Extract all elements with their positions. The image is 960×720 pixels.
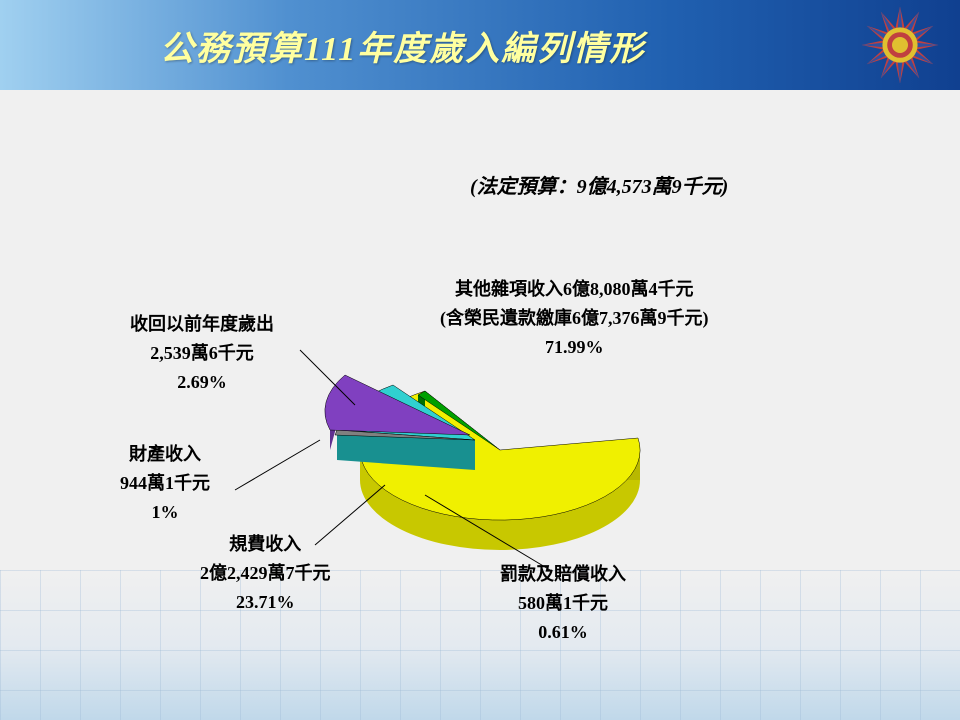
content-area: (法定預算：9億4,573萬9千元) [0,90,960,720]
header-bar: 公務預算111年度歲入編列情形 [0,0,960,90]
slice-label-3: 財產收入944萬1千元1% [120,440,210,526]
leader-lines [0,90,960,720]
emblem-logo [860,5,940,85]
slice-label-2: 規費收入2億2,429萬7千元23.71% [200,530,331,616]
slice-label-0: 其他雜項收入6億8,080萬4千元(含榮民遺款繳庫6億7,376萬9千元)71.… [440,275,709,361]
slice-label-1: 罰款及賠償收入580萬1千元0.61% [500,560,626,646]
slice-label-4: 收回以前年度歲出2,539萬6千元2.69% [130,310,274,396]
page-title: 公務預算111年度歲入編列情形 [160,21,645,70]
